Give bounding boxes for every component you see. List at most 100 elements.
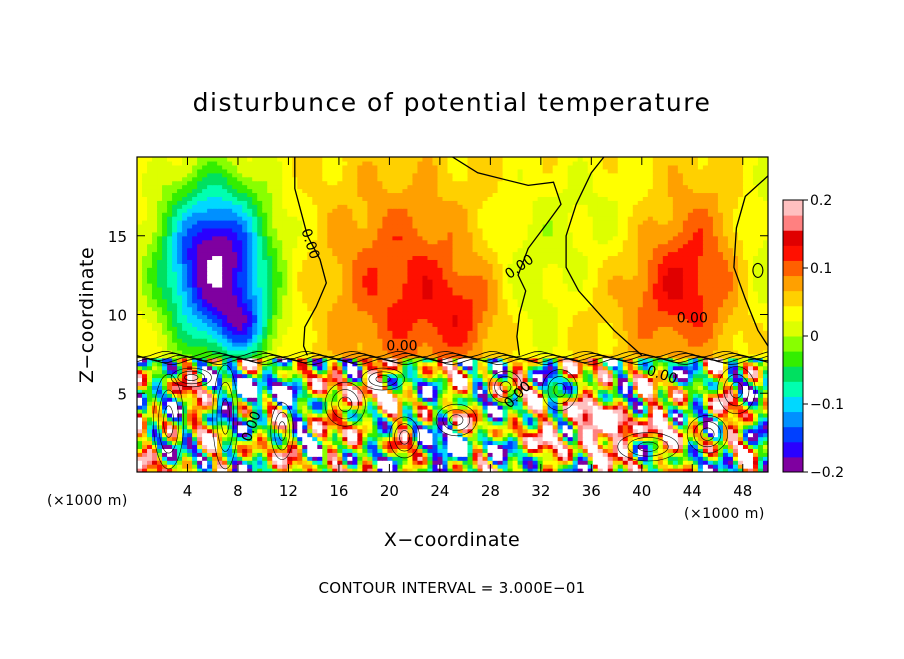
heatmap-cell bbox=[177, 349, 183, 355]
heatmap-cell bbox=[647, 361, 654, 367]
heatmap-cell bbox=[282, 349, 288, 355]
heatmap-cell bbox=[402, 377, 409, 383]
heatmap-cell bbox=[217, 432, 223, 438]
heatmap-cell bbox=[182, 318, 188, 323]
heatmap-cell bbox=[277, 409, 283, 414]
heatmap-cell bbox=[402, 420, 409, 426]
heatmap-cell bbox=[337, 436, 343, 442]
heatmap-cell bbox=[702, 424, 709, 430]
heatmap-cell bbox=[657, 365, 664, 371]
heatmap-cell bbox=[467, 318, 474, 323]
heatmap-cell bbox=[372, 322, 378, 327]
heatmap-cell bbox=[367, 436, 373, 442]
heatmap-cell bbox=[737, 452, 744, 457]
heatmap-cell bbox=[497, 326, 504, 331]
heatmap-cell bbox=[167, 424, 173, 430]
heatmap-cell bbox=[467, 405, 474, 410]
heatmap-cell bbox=[382, 456, 388, 461]
heatmap-cell bbox=[662, 401, 669, 406]
heatmap-cell bbox=[727, 468, 734, 472]
heatmap-cell bbox=[437, 416, 444, 422]
heatmap-cell bbox=[272, 385, 278, 390]
heatmap-cell bbox=[232, 416, 238, 422]
heatmap-cell bbox=[192, 456, 198, 461]
heatmap-cell bbox=[517, 401, 524, 406]
heatmap-cell bbox=[277, 416, 283, 422]
heatmap-cell bbox=[302, 322, 308, 327]
heatmap-cell bbox=[247, 373, 253, 379]
heatmap-cell bbox=[397, 464, 404, 469]
heatmap-cell bbox=[307, 436, 313, 442]
heatmap-cell bbox=[712, 330, 719, 335]
heatmap-cell bbox=[467, 420, 474, 426]
heatmap-cell bbox=[707, 428, 714, 434]
heatmap-cell bbox=[412, 318, 419, 323]
heatmap-cell bbox=[377, 448, 383, 453]
heatmap-cell bbox=[452, 468, 459, 472]
heatmap-cell bbox=[502, 460, 509, 465]
heatmap-cell bbox=[287, 353, 293, 359]
heatmap-cell bbox=[757, 440, 764, 446]
heatmap-cell bbox=[312, 468, 318, 472]
heatmap-cell bbox=[147, 349, 153, 355]
heatmap-cell bbox=[307, 424, 313, 430]
heatmap-cell bbox=[427, 326, 434, 331]
heatmap-cell bbox=[227, 440, 233, 446]
heatmap-cell bbox=[627, 420, 634, 426]
heatmap-cell bbox=[452, 318, 459, 323]
heatmap-cell bbox=[652, 334, 659, 339]
heatmap-cell bbox=[527, 460, 534, 465]
heatmap-cell bbox=[707, 373, 714, 379]
heatmap-cell bbox=[402, 318, 409, 323]
heatmap-cell bbox=[742, 464, 749, 469]
heatmap-cell bbox=[507, 357, 514, 363]
heatmap-cell bbox=[712, 349, 719, 355]
heatmap-cell bbox=[297, 452, 303, 457]
heatmap-cell bbox=[327, 349, 333, 355]
heatmap-cell bbox=[462, 334, 469, 339]
heatmap-cell bbox=[687, 405, 694, 410]
heatmap-cell bbox=[712, 468, 719, 472]
heatmap-cell bbox=[582, 468, 589, 472]
heatmap-cell bbox=[727, 412, 734, 418]
heatmap-cell bbox=[232, 397, 238, 402]
heatmap-cell bbox=[502, 401, 509, 406]
heatmap-cell bbox=[242, 401, 248, 406]
heatmap-cell bbox=[717, 460, 724, 465]
heatmap-cell bbox=[732, 365, 739, 371]
heatmap-cell bbox=[682, 381, 689, 386]
heatmap-cell bbox=[402, 373, 409, 379]
heatmap-cell bbox=[277, 452, 283, 457]
heatmap-cell bbox=[282, 342, 288, 347]
heatmap-cell bbox=[152, 448, 158, 453]
heatmap-cell bbox=[657, 393, 664, 398]
heatmap-cell bbox=[687, 357, 694, 363]
heatmap-cell bbox=[517, 420, 524, 426]
heatmap-cell bbox=[372, 401, 378, 406]
heatmap-cell bbox=[557, 401, 564, 406]
heatmap-cell bbox=[322, 409, 328, 414]
heatmap-cell bbox=[497, 452, 504, 457]
heatmap-cell bbox=[472, 349, 479, 355]
heatmap-cell bbox=[252, 412, 258, 418]
heatmap-cell bbox=[727, 330, 734, 335]
heatmap-cell bbox=[177, 420, 183, 426]
heatmap-cell bbox=[237, 428, 243, 434]
heatmap-cell bbox=[582, 424, 589, 430]
heatmap-cell bbox=[667, 468, 674, 472]
heatmap-cell bbox=[762, 369, 768, 375]
heatmap-cell bbox=[337, 444, 343, 449]
heatmap-cell bbox=[527, 346, 534, 351]
heatmap-cell bbox=[362, 334, 368, 339]
heatmap-cell bbox=[327, 385, 333, 390]
heatmap-cell bbox=[542, 432, 549, 438]
heatmap-cell bbox=[377, 424, 383, 430]
heatmap-cell bbox=[297, 377, 303, 383]
heatmap-cell bbox=[397, 444, 404, 449]
heatmap-cell bbox=[202, 444, 208, 449]
heatmap-cell bbox=[522, 381, 529, 386]
heatmap-cell bbox=[552, 365, 559, 371]
heatmap-cell bbox=[457, 342, 464, 347]
heatmap-cell bbox=[317, 334, 323, 339]
heatmap-cell bbox=[462, 401, 469, 406]
